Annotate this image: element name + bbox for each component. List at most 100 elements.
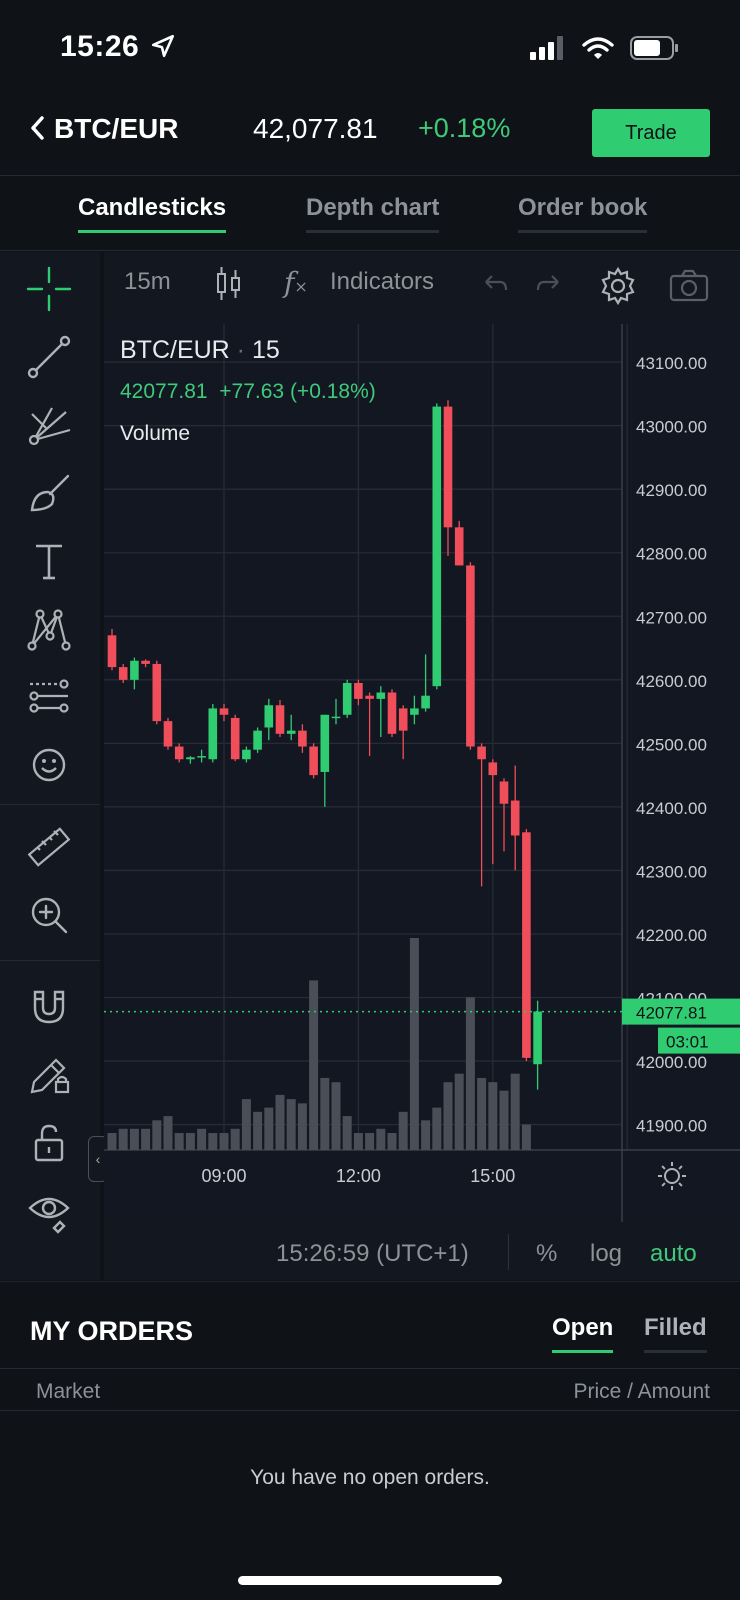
chart-canvas[interactable]: 43100.00 43000.00 42900.00 42800.00 42700.00… [104, 324, 740, 1222]
tab-candlesticks[interactable]: Candlesticks [78, 194, 227, 233]
volume-bar [409, 938, 419, 1150]
volume-bar [241, 1099, 251, 1150]
text-tool[interactable] [24, 536, 74, 586]
candle-body [298, 730, 307, 747]
trade-button[interactable]: Trade [592, 109, 710, 157]
y-tick-label: 42600.00 [636, 672, 707, 691]
volume-bar [230, 1128, 240, 1150]
volume-bar [264, 1107, 274, 1150]
crosshair-tool[interactable] [24, 264, 74, 314]
zoom-tool[interactable] [24, 890, 74, 940]
candle-type-icon[interactable] [214, 264, 244, 304]
redo-icon[interactable] [534, 270, 564, 300]
indicators-button[interactable]: Indicators [330, 268, 435, 295]
text-icon[interactable] [26, 538, 72, 584]
ruler-icon[interactable] [26, 824, 72, 870]
candle-body [466, 565, 475, 747]
unlock-icon[interactable] [26, 1120, 72, 1166]
gear-icon[interactable] [598, 266, 638, 306]
volume-bar [219, 1133, 229, 1150]
candle-body [331, 716, 341, 719]
undo-icon[interactable] [480, 270, 510, 300]
chart-clock[interactable]: 15:26:59 (UTC+1) [276, 1240, 469, 1267]
tab-filled-orders[interactable]: Filled [644, 1314, 707, 1353]
chart-bottom-bar: 15:26:59 (UTC+1) % log auto [104, 1222, 740, 1280]
crosshair-icon[interactable] [26, 266, 72, 312]
candle-body [488, 762, 498, 776]
zoom-in-icon[interactable] [26, 892, 72, 938]
camera-icon[interactable] [668, 268, 710, 304]
wifi-icon [582, 37, 614, 59]
fx-icon[interactable]: f× [284, 266, 308, 299]
percent-toggle[interactable]: % [536, 1240, 558, 1267]
forecast-tool[interactable] [24, 672, 74, 722]
visibility-tool[interactable] [24, 1186, 74, 1236]
trend-line-icon[interactable] [26, 334, 72, 380]
measure-tool[interactable] [24, 822, 74, 872]
magnet-icon[interactable] [26, 984, 72, 1030]
candle-body [130, 660, 139, 680]
volume-bar [174, 1133, 184, 1150]
battery-icon [630, 36, 678, 60]
volume-bar [353, 1133, 363, 1150]
candle-body [163, 721, 173, 747]
column-price-amount: Price / Amount [573, 1380, 710, 1403]
chart-legend-title: BTC/EUR · 15 [120, 336, 280, 364]
interval-button[interactable]: 15m [124, 268, 171, 295]
volume-bar [365, 1133, 375, 1150]
back-button[interactable] [28, 114, 46, 150]
smiley-icon[interactable] [26, 742, 72, 788]
icon-tool[interactable] [24, 740, 74, 790]
auto-toggle[interactable]: auto [650, 1240, 697, 1267]
home-indicator[interactable] [238, 1576, 502, 1585]
unlock-tool[interactable] [24, 1118, 74, 1168]
log-toggle[interactable]: log [590, 1240, 623, 1267]
column-market: Market [36, 1380, 101, 1403]
volume-bar [275, 1094, 285, 1150]
candle-body [230, 717, 240, 760]
pencil-lock-icon[interactable] [26, 1052, 72, 1098]
candle-body [264, 705, 274, 728]
volume-bar [376, 1128, 386, 1150]
candlestick-chart[interactable]: 43100.00 43000.00 42900.00 42800.00 42700.00… [104, 324, 740, 1222]
last-price-badge [622, 998, 740, 1025]
candle-body [118, 667, 128, 680]
x-tick-label: 12:00 [336, 1166, 381, 1186]
chevron-left-icon[interactable] [28, 114, 46, 142]
tab-open-orders[interactable]: Open [552, 1314, 614, 1353]
empty-orders-message: You have no open orders. [250, 1466, 490, 1489]
volume-bar [208, 1133, 218, 1150]
candle-body [410, 708, 419, 715]
chevron-left-small-icon[interactable]: ‹ [95, 1151, 101, 1167]
tab-order-book[interactable]: Order book [518, 194, 648, 233]
forecast-icon[interactable] [26, 674, 72, 720]
candle-body [141, 660, 150, 664]
volume-bar [477, 1077, 487, 1150]
pattern-icon[interactable] [26, 606, 72, 652]
market-pair[interactable]: BTC/EUR [54, 113, 179, 144]
y-tick-label: 42400.00 [636, 799, 707, 818]
volume-bar [152, 1120, 162, 1150]
volume-bar [499, 1090, 509, 1150]
pattern-tool[interactable] [24, 604, 74, 654]
magnet-tool[interactable] [24, 982, 74, 1032]
candle-body [107, 635, 117, 668]
market-header [0, 100, 740, 176]
eye-icon[interactable] [26, 1188, 72, 1234]
status-time: 15:26 [60, 30, 176, 64]
volume-bar [320, 1077, 330, 1150]
brush-tool[interactable] [24, 468, 74, 518]
trend-line-tool[interactable] [24, 332, 74, 382]
fib-tool[interactable] [24, 400, 74, 450]
brush-icon[interactable] [26, 470, 72, 516]
legend-volume: Volume [120, 422, 191, 445]
candle-body [376, 692, 386, 699]
y-tick-label: 42300.00 [636, 862, 707, 881]
lock-drawings-tool[interactable] [24, 1050, 74, 1100]
volume-bar [141, 1128, 151, 1150]
pitchfork-icon[interactable] [26, 402, 72, 448]
axis-settings-icon[interactable] [658, 1162, 686, 1190]
tab-depth-chart[interactable]: Depth chart [306, 194, 440, 233]
volume-bar [185, 1133, 195, 1150]
drawing-toolbar [0, 252, 100, 1280]
